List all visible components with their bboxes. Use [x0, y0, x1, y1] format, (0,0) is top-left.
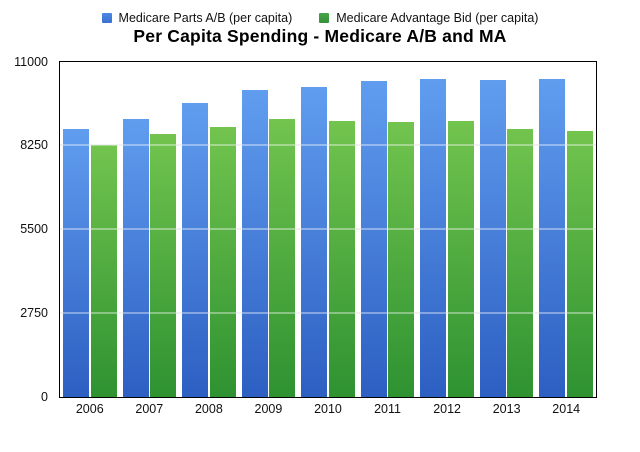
legend-item-medicare-parts-ab: Medicare Parts A/B (per capita) — [101, 11, 293, 25]
y-tick-label-0: 0 — [41, 389, 48, 404]
x-tick-label-2008: 2008 — [194, 402, 223, 416]
bar-medicare-advantage-bid-2013 — [507, 129, 534, 397]
gridline-overlay-2750 — [59, 311, 596, 314]
bar-medicare-advantage-bid-2011 — [388, 121, 415, 397]
chart-title: Per Capita Spending - Medicare A/B and M… — [133, 26, 507, 46]
bar-medicare-parts-ab-2007 — [122, 118, 149, 397]
gridline-overlay-5500 — [59, 228, 596, 230]
bar-medicare-advantage-bid-2006 — [90, 145, 117, 397]
bar-medicare-parts-ab-2011 — [360, 80, 387, 397]
x-tick-label-2010: 2010 — [314, 402, 342, 416]
bar-medicare-parts-ab-2006 — [63, 129, 89, 397]
gridline-5500 — [59, 228, 596, 230]
x-tick-label-2014: 2014 — [552, 402, 581, 416]
gridline-overlay-8250 — [59, 144, 596, 147]
bar-medicare-advantage-bid-2014 — [566, 130, 593, 397]
x-tick-label-2007: 2007 — [135, 402, 164, 416]
gridline-2750 — [59, 311, 596, 314]
legend-swatch-medicare-parts-ab — [101, 13, 112, 23]
bar-medicare-advantage-bid-2012 — [447, 120, 474, 397]
y-tick-label-2750: 2750 — [20, 305, 48, 320]
legend-item-medicare-advantage-bid: Medicare Advantage Bid (per capita) — [319, 11, 538, 25]
bar-medicare-parts-ab-2008 — [182, 102, 209, 397]
y-tick-label-11000: 11000 — [14, 54, 48, 69]
x-tick-label-2012: 2012 — [433, 402, 461, 416]
bar-medicare-parts-ab-2014 — [539, 79, 566, 397]
bar-medicare-advantage-bid-2010 — [328, 121, 355, 397]
bar-medicare-parts-ab-2010 — [301, 86, 328, 397]
legend: Medicare Parts A/B (per capita) Medicare… — [0, 11, 640, 25]
x-tick-label-2009: 2009 — [254, 402, 283, 416]
legend-label-medicare-parts-ab: Medicare Parts A/B (per capita) — [118, 11, 293, 25]
x-tick-label-2011: 2011 — [374, 402, 401, 416]
bar-medicare-parts-ab-2009 — [241, 89, 268, 397]
y-tick-label-5500: 5500 — [20, 222, 48, 236]
plot-area — [58, 60, 597, 398]
bar-medicare-advantage-bid-2009 — [269, 119, 296, 397]
x-tick-label-2013: 2013 — [492, 402, 521, 416]
legend-swatch-medicare-advantage-bid — [319, 13, 330, 23]
gridline-8250 — [59, 144, 596, 147]
bar-medicare-advantage-bid-2007 — [150, 133, 177, 397]
bar-medicare-parts-ab-2013 — [479, 80, 506, 397]
legend-label-medicare-advantage-bid: Medicare Advantage Bid (per capita) — [336, 11, 539, 25]
bar-medicare-parts-ab-2012 — [420, 78, 447, 397]
bar-medicare-advantage-bid-2008 — [209, 126, 236, 397]
x-tick-label-2006: 2006 — [75, 402, 104, 416]
y-tick-label-8250: 8250 — [20, 138, 48, 153]
